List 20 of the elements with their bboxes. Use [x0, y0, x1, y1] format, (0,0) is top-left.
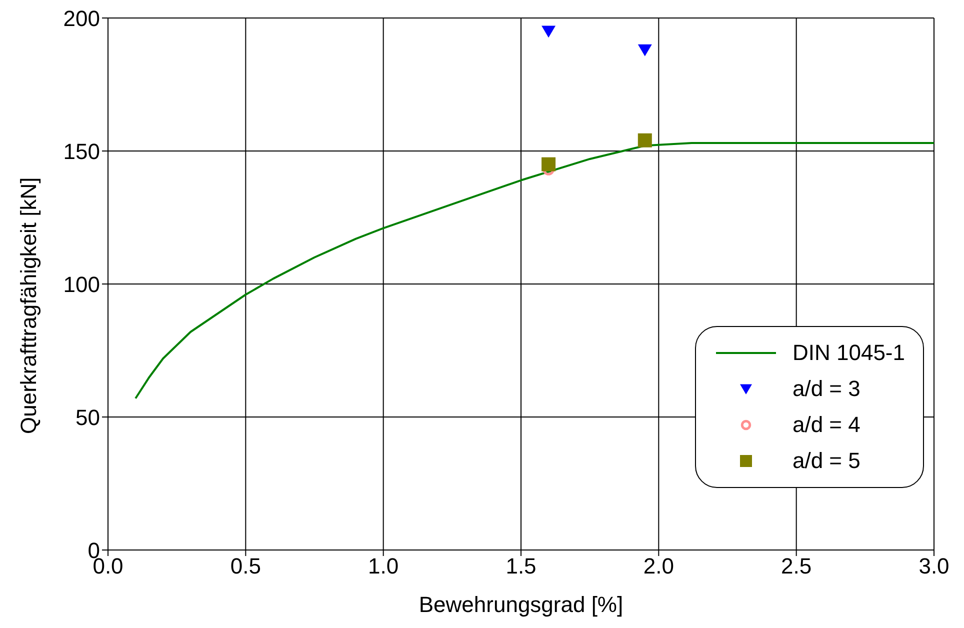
legend-label: a/d = 4	[792, 412, 860, 438]
x-axis-title: Bewehrungsgrad [%]	[418, 592, 624, 617]
x-tick-label: 3.0	[918, 554, 950, 579]
y-tick-label: 100	[63, 272, 100, 297]
x-tick-label: 0.5	[230, 554, 261, 579]
legend-label: a/d = 5	[792, 448, 860, 474]
y-tick-label: 50	[76, 404, 100, 430]
legend-label: a/d = 3	[792, 376, 860, 402]
x-tick-label: 1.0	[368, 554, 399, 579]
legend-label: DIN 1045-1	[792, 340, 905, 366]
point	[542, 157, 556, 172]
y-tick-label: 150	[63, 138, 100, 164]
y-tick-label: 200	[63, 6, 100, 31]
x-tick-label: 2.0	[643, 554, 674, 579]
x-tick-label: 1.5	[506, 554, 536, 579]
point	[638, 44, 652, 56]
x-tick-label: 2.5	[781, 554, 812, 579]
y-axis-title: Querkrafttragfähigkeit [kN]	[16, 177, 41, 434]
point	[638, 133, 652, 148]
point	[542, 26, 556, 38]
